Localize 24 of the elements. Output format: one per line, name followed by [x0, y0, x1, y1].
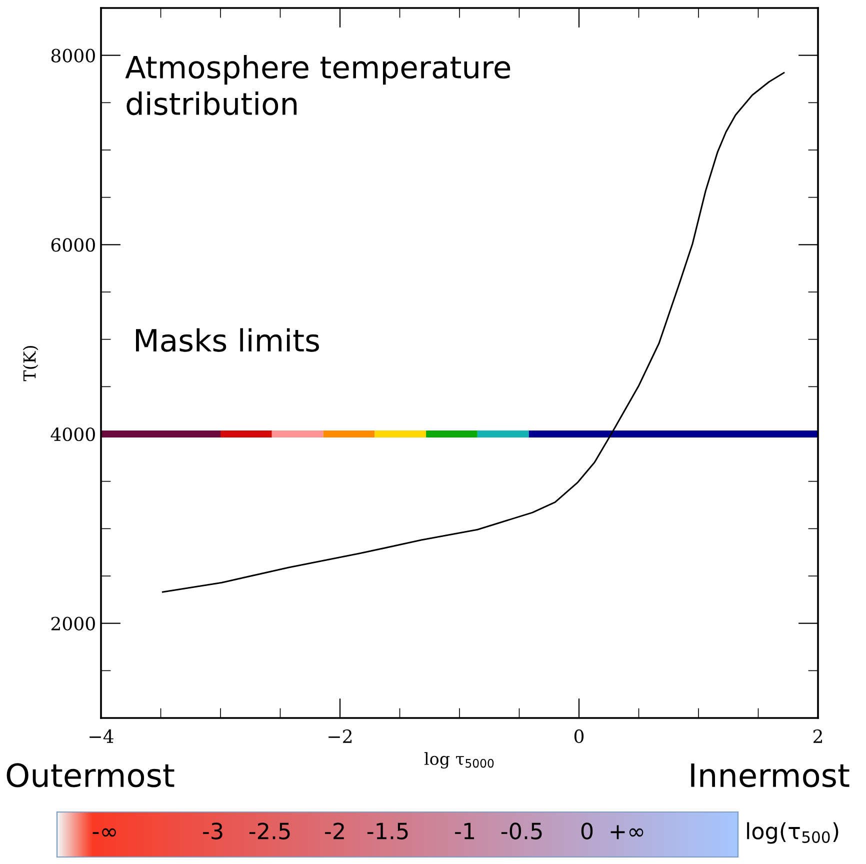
text: -1.5 [367, 822, 408, 840]
text: Innermost [691, 764, 850, 788]
text: log(τ$_{500}$) [747, 822, 838, 844]
text: 0 [581, 822, 593, 840]
y-axis-title: T(K) [22, 346, 38, 382]
text: -2.5 [249, 822, 290, 840]
x-tick-label: −4 [90, 729, 114, 743]
annotation: Atmosphere temperature distribution [125, 55, 510, 116]
x-tick-label: 0 [574, 729, 584, 744]
text: -∞ [92, 828, 116, 837]
x-tick-label: −2 [328, 729, 352, 743]
text: -0.5 [501, 822, 542, 840]
y-tick-label: 8000 [51, 48, 95, 62]
y-tick-label: 6000 [51, 238, 95, 252]
annotation: Masks limits [136, 328, 319, 352]
y-tick-label: 2000 [51, 616, 95, 630]
x-tick-label: 2 [813, 729, 822, 743]
text: -1 [455, 822, 474, 840]
y-tick-label: 4000 [50, 427, 95, 442]
text: -3 [203, 822, 222, 840]
text: Outermost [6, 763, 174, 788]
text: +∞ [610, 825, 644, 840]
x-axis-title: log τ$_{5000}$ [424, 752, 494, 769]
text: -2 [325, 822, 344, 840]
